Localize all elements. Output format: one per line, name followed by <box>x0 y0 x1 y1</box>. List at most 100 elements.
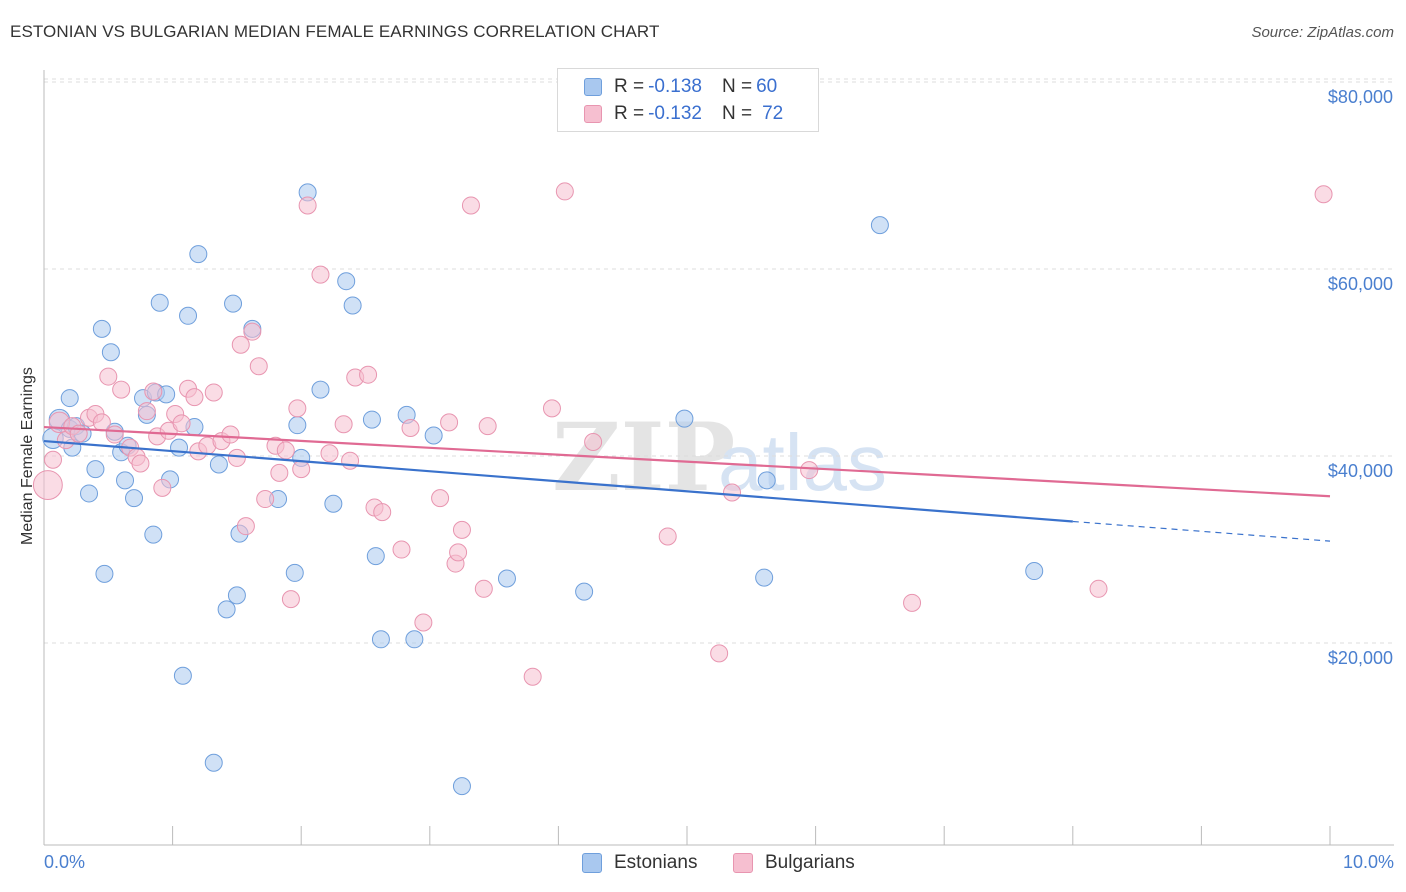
bulgarian-point <box>221 425 240 444</box>
trend-lines <box>43 425 1331 542</box>
estonian-point <box>150 293 169 312</box>
estonian-point <box>288 416 307 435</box>
estonian-point <box>675 409 694 428</box>
bulgarians-trend-line <box>43 425 1331 498</box>
estonians-legend-swatch <box>582 853 602 873</box>
chart-title: ESTONIAN VS BULGARIAN MEDIAN FEMALE EARN… <box>10 22 660 41</box>
bulgarian-point <box>32 470 63 500</box>
estonian-point <box>366 547 385 566</box>
bulgarian-point <box>474 579 493 598</box>
bulgarian-point <box>131 454 150 473</box>
y-tick-label-40000: $40,000 <box>1328 461 1393 481</box>
bulgarian-point <box>440 413 459 432</box>
bulgarian-point <box>334 415 353 434</box>
estonians-n-value: 60 <box>756 76 778 97</box>
bulgarian-point <box>359 365 378 384</box>
bulgarian-point <box>800 461 819 480</box>
legend-row-estonians: R = -0.138 N = 60 <box>584 75 777 99</box>
estonians-trend-line <box>43 439 1073 523</box>
x-tick-label-max: 10.0% <box>1342 852 1394 872</box>
estonian-point <box>285 563 304 582</box>
estonian-point <box>362 410 381 429</box>
estonian-point <box>204 753 223 772</box>
bulgarian-point <box>172 414 191 433</box>
bulgarians-legend-swatch <box>733 853 753 873</box>
bulgarians-r-label: R = <box>614 103 645 124</box>
estonian-point <box>324 494 343 513</box>
bulgarian-point <box>392 540 411 559</box>
bulgarian-point <box>112 380 131 399</box>
estonian-point <box>86 460 105 479</box>
y-tick-label-80000: $80,000 <box>1328 87 1393 107</box>
bulgarian-point <box>243 322 262 341</box>
bulgarian-point <box>144 382 163 401</box>
y-tick-labels: $20,000 $40,000 $60,000 $80,000 <box>1328 87 1393 668</box>
bulgarian-point <box>92 413 111 432</box>
watermark-zip: ZIP <box>552 403 735 513</box>
estonian-point <box>343 296 362 315</box>
bulgarian-point <box>227 448 246 467</box>
bulgarian-point <box>137 402 156 421</box>
legend-item-bulgarians[interactable]: Bulgarians <box>733 852 855 874</box>
estonians-n-label: N = <box>721 76 753 97</box>
bulgarian-point <box>584 433 603 452</box>
estonian-point <box>337 272 356 291</box>
estonian-point <box>125 489 144 508</box>
estonian-point <box>92 319 111 338</box>
bulgarian-point <box>431 489 450 508</box>
estonian-point <box>116 471 135 490</box>
y-tick-label-20000: $20,000 <box>1328 648 1393 668</box>
correlation-legend: R = -0.138 N = 60 R = -0.132 N = 72 <box>557 68 819 132</box>
bulgarian-point <box>723 483 742 502</box>
estonian-point <box>80 484 99 503</box>
estonian-point <box>101 343 120 362</box>
estonian-point <box>173 666 192 685</box>
bulgarian-point <box>414 613 433 632</box>
bulgarian-point <box>658 527 677 546</box>
estonian-point <box>755 568 774 587</box>
bulgarian-point <box>281 590 300 609</box>
estonian-point <box>452 777 471 796</box>
estonians-points <box>42 183 1044 796</box>
bulgarian-point <box>236 517 255 536</box>
bulgarian-point <box>256 490 275 509</box>
bulgarian-point <box>401 418 420 437</box>
bulgarian-point <box>270 463 289 482</box>
bulgarian-point <box>231 335 250 354</box>
estonian-point <box>227 586 246 605</box>
x-tick-label-min: 0.0% <box>44 852 86 872</box>
estonian-point <box>757 471 776 490</box>
estonians-r-value: -0.138 <box>648 76 702 97</box>
estonian-point <box>224 294 243 313</box>
series-legend: Estonians Bulgarians <box>0 852 1406 878</box>
watermark-atlas: atlas <box>718 418 887 507</box>
bulgarian-point <box>99 367 118 386</box>
bulgarians-r-value: -0.132 <box>648 103 702 124</box>
bulgarian-point <box>341 451 360 470</box>
legend-item-estonians[interactable]: Estonians <box>582 852 697 874</box>
estonian-point <box>179 306 198 325</box>
axes <box>43 70 1394 846</box>
bulgarian-point <box>311 265 330 284</box>
bulgarian-point <box>373 503 392 522</box>
estonians-r-label: R = <box>614 76 645 97</box>
bulgarian-point <box>185 388 204 407</box>
estonian-point <box>95 564 114 583</box>
bulgarian-point <box>1089 579 1108 598</box>
estonian-point <box>144 525 163 544</box>
grid-lines <box>44 78 1394 644</box>
bulgarian-point <box>1314 185 1333 204</box>
y-tick-label-60000: $60,000 <box>1328 274 1393 294</box>
bulgarians-swatch <box>584 105 602 123</box>
legend-row-bulgarians: R = -0.132 N = 72 <box>584 102 783 126</box>
bulgarians-n-value: 72 <box>762 103 784 124</box>
estonians-trend-extension <box>1072 520 1331 542</box>
chart-source: Source: ZipAtlas.com <box>1251 24 1394 41</box>
estonian-point <box>1025 562 1044 581</box>
bulgarian-point <box>555 182 574 201</box>
estonian-point <box>497 569 516 588</box>
estonians-swatch <box>584 78 602 96</box>
bulgarian-point <box>523 667 542 686</box>
estonian-point <box>870 216 889 235</box>
